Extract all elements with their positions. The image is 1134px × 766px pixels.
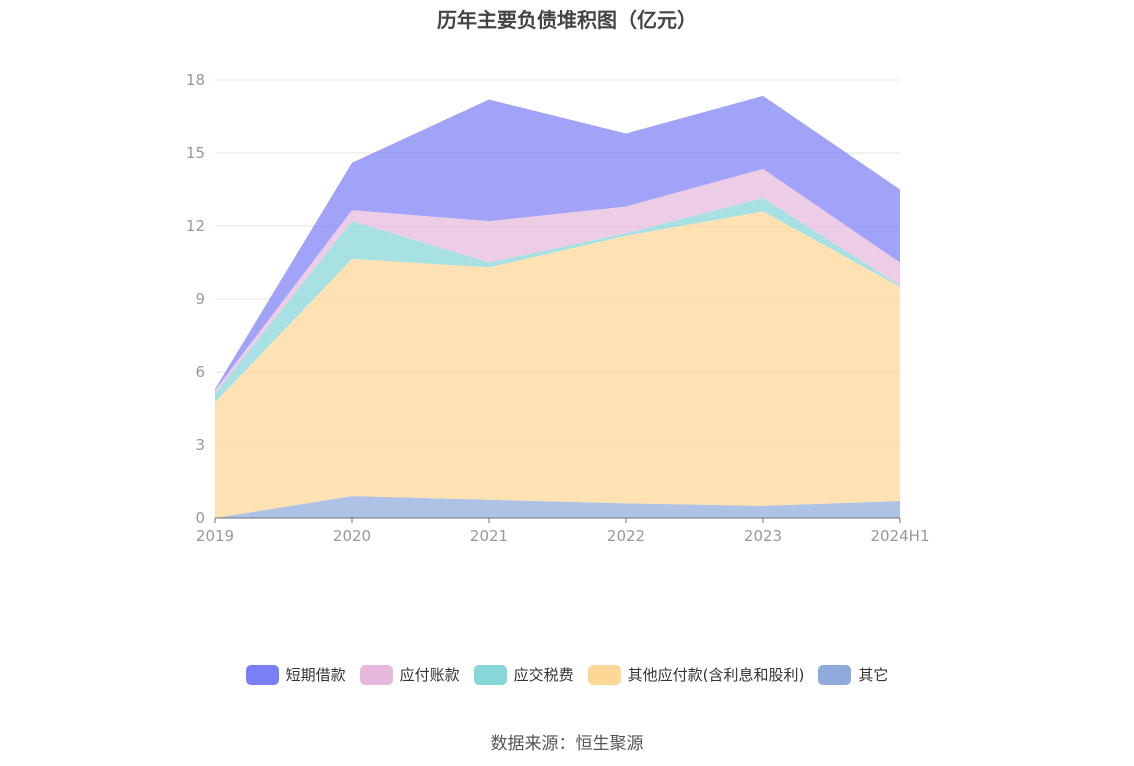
legend-label: 其它 (858, 666, 889, 684)
area-series (215, 211, 900, 518)
legend-label: 短期借款 (285, 666, 346, 684)
x-tick-label: 2020 (333, 527, 371, 545)
y-tick-label: 15 (186, 144, 205, 162)
legend-item[interactable]: 应交税费 (473, 664, 574, 685)
y-tick-label: 0 (195, 509, 205, 527)
legend: 短期借款 应付账款 应交税费 其他应付款(含利息和股利) 其它 (0, 664, 1134, 685)
x-tick-label: 2021 (470, 527, 508, 545)
area-series (215, 95, 900, 391)
y-tick-label: 12 (186, 217, 205, 235)
y-tick-label: 18 (186, 71, 205, 89)
legend-label: 应付账款 (399, 666, 460, 684)
y-tick-label: 3 (195, 436, 205, 454)
data-source: 数据来源：恒生聚源 (490, 734, 644, 754)
x-tick-label: 2022 (607, 527, 645, 545)
area-series (215, 198, 900, 403)
chart-title: 历年主要负债堆积图（亿元） (437, 8, 697, 32)
legend-swatch (587, 664, 621, 685)
legend-item[interactable]: 短期借款 (245, 664, 346, 685)
area-series (215, 95, 900, 518)
legend-item[interactable]: 其它 (818, 664, 888, 685)
legend-item[interactable]: 其他应付款(含利息和股利) (587, 664, 805, 685)
legend-label: 其他应付款(含利息和股利) (627, 666, 805, 684)
legend-swatch (245, 664, 279, 685)
legend-swatch (473, 664, 507, 685)
x-tick-label: 2019 (196, 527, 234, 545)
area-series (215, 168, 900, 394)
x-tick-label: 2024H1 (871, 527, 930, 545)
y-tick-label: 9 (195, 290, 205, 308)
legend-swatch (818, 664, 852, 685)
area-series (215, 496, 900, 518)
x-tick-label: 2023 (744, 527, 782, 545)
legend-label: 应交税费 (513, 666, 574, 684)
y-tick-label: 6 (195, 363, 205, 381)
legend-item[interactable]: 应付账款 (359, 664, 460, 685)
legend-swatch (359, 664, 393, 685)
axes: 0 3 6 9 12 15 18 2019 2020 2021 2022 2023 2024H1 (186, 71, 930, 545)
